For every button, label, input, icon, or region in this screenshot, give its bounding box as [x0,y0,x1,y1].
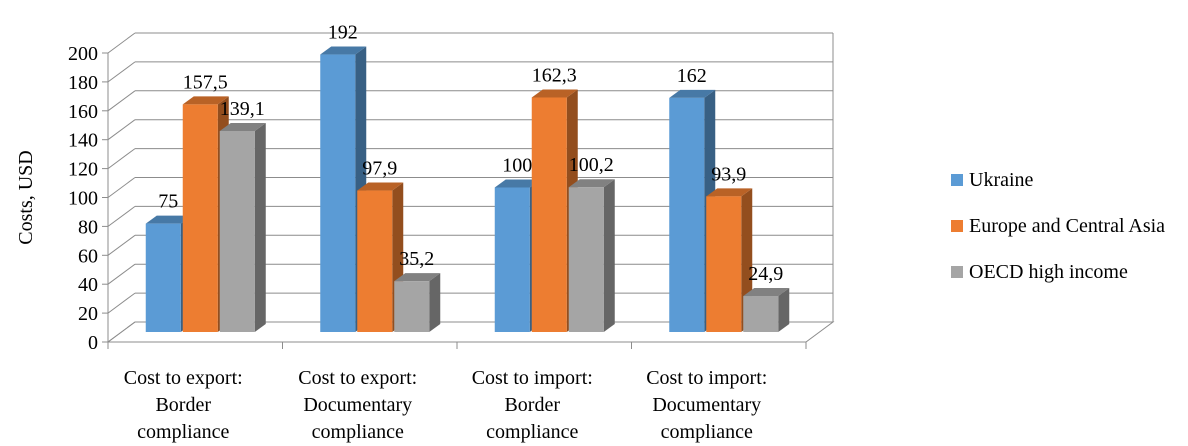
data-label: 97,9 [362,158,397,180]
legend-label: Europe and Central Asia [969,214,1166,237]
bar-chart: 0 20 40 60 80 100 120 140 160 180 200 75 157,5 139,1 1… [15,22,835,443]
data-label: 100,2 [569,154,614,176]
gridline-side [107,292,136,314]
bar [568,179,615,332]
legend-swatch [951,266,963,278]
legend-label: OECD high income [969,260,1128,283]
gridline-side [107,205,136,227]
bar-front [357,190,393,332]
y-tick-label: 160 [68,101,98,123]
category-label: compliance [137,421,229,443]
data-label: 162 [677,65,707,87]
data-label: 157,5 [183,71,228,93]
data-label: 139,1 [220,98,265,120]
bar-top [394,273,441,282]
category-label: Documentary [303,394,412,416]
category-label: compliance [486,421,578,443]
bar-front [494,187,530,332]
gridline-side [107,148,136,170]
gridline-side [107,263,136,285]
bar-front [145,223,181,332]
bar-front [706,196,742,332]
category-label: Border [155,394,211,416]
y-tick-label: 80 [78,216,98,238]
gridline-side [107,177,136,198]
bar-top [706,188,753,197]
legend-label: Ukraine [969,168,1034,191]
y-tick-label: 120 [68,159,98,181]
bar-top [145,215,192,224]
bar-front [219,131,255,332]
bar-top [182,96,229,105]
category-label: compliance [312,421,404,443]
data-label: 35,2 [399,248,434,270]
legend-swatch [951,174,963,186]
y-tick-label: 0 [88,332,98,354]
floor [106,321,835,343]
bar-side [254,123,266,332]
bar-top [743,288,790,297]
bar [219,123,266,332]
data-label: 24,9 [748,263,783,285]
y-tick-label: 140 [68,130,98,152]
bar-side [429,273,441,332]
category-label: Cost to export: [124,367,243,389]
bar [357,182,404,332]
y-tick-label: 200 [68,43,98,65]
data-label: 162,3 [532,64,577,86]
bar-front [669,97,705,332]
gridline-side [107,90,136,112]
bar-front [394,281,430,332]
gridline-side [107,61,136,83]
y-tick-label: 40 [78,274,98,296]
category-label: Border [504,394,560,416]
gridline-side [107,234,136,256]
category-label: Documentary [652,394,761,416]
legend-swatch [951,220,963,232]
bar-front [182,104,218,332]
data-label: 192 [328,22,358,44]
y-axis-title: Costs, USD [15,150,37,244]
bar-top [568,179,615,188]
y-tick-label: 180 [68,72,98,94]
category-label: Cost to import: [472,367,593,389]
bar-front [743,296,779,332]
data-label: 75 [158,191,178,213]
gridline-side [107,32,136,54]
legend-item-oecd-high-income: OECD high income [951,260,1165,283]
category-label: Cost to import: [646,367,767,389]
bar-top [357,182,404,191]
bar-front [320,54,356,333]
bar [743,288,790,332]
legend-item-ukraine: Ukraine [951,168,1165,191]
legend-item-europe-central-asia: Europe and Central Asia [951,214,1166,237]
bar-top [494,179,541,188]
bar-top [320,46,367,55]
bar-top [219,123,266,132]
bar [669,89,716,332]
bar [394,273,441,332]
bar-side [778,288,790,332]
bar-top [669,89,716,98]
bar-front [531,97,567,332]
category-label: compliance [661,421,753,443]
data-label: 100 [502,155,532,177]
gridline-side [107,119,136,141]
bar-top [531,89,578,98]
y-tick-label: 60 [78,245,98,267]
y-tick-label: 20 [78,303,98,325]
category-label: Cost to export: [298,367,417,389]
bar-side [603,179,615,332]
bar-front [568,187,604,332]
data-label: 93,9 [711,163,746,185]
y-tick-label: 100 [68,188,98,210]
legend: Ukraine Europe and Central Asia OECD hig… [951,168,1166,308]
